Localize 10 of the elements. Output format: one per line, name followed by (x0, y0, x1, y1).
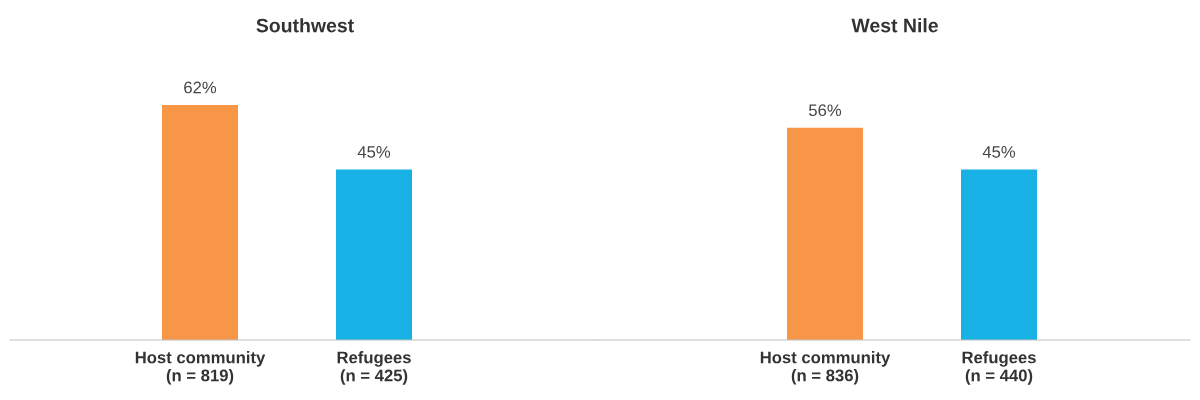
x-tick-label: Refugees (n = 425) (337, 351, 411, 385)
chart-title: West Nile (851, 18, 938, 33)
chart-title: Southwest (256, 18, 354, 33)
x-tick-label: Host community (n = 819) (135, 351, 266, 385)
data-label: 45% (357, 146, 391, 158)
data-label: 56% (808, 104, 842, 117)
x-tick-label: Refugees (n = 440) (962, 351, 1036, 385)
data-label: 62% (184, 81, 217, 94)
x-tick-label: Host community (n = 836) (760, 351, 891, 385)
data-label: 45% (982, 146, 1016, 158)
